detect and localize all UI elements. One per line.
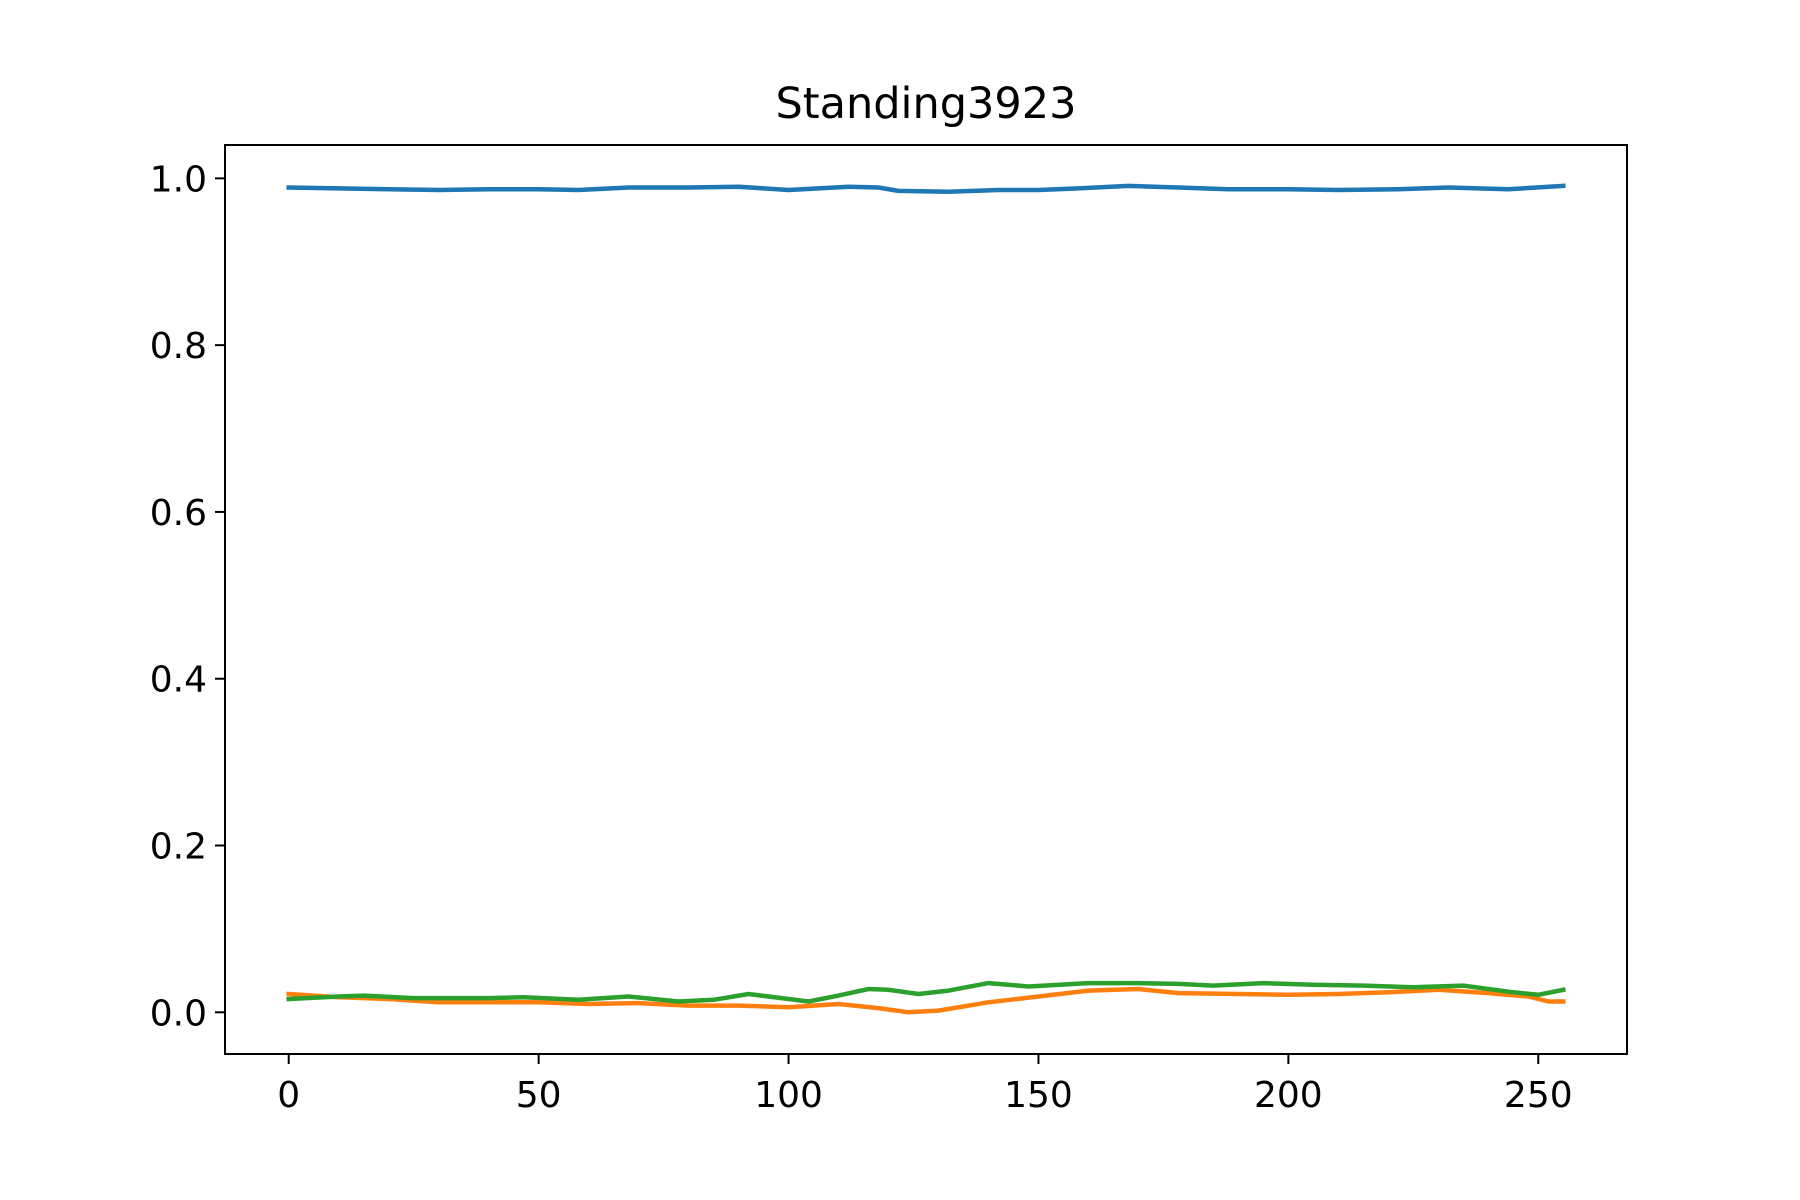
chart-title: Standing3923 [776, 79, 1077, 129]
x-tick-label: 50 [516, 1075, 562, 1116]
series-line-1 [286, 986, 1566, 1015]
x-tick-label: 200 [1254, 1075, 1323, 1116]
series-line-0 [286, 183, 1566, 194]
y-tick-label: 0.6 [150, 493, 207, 534]
plot-area-frame [224, 144, 1628, 1055]
x-tick-label: 150 [1004, 1075, 1073, 1116]
x-tick-label: 100 [754, 1075, 823, 1116]
y-tick-label: 1.0 [150, 159, 207, 200]
y-tick-label: 0.0 [150, 993, 207, 1034]
x-tick-label: 250 [1504, 1075, 1573, 1116]
series-line-2 [286, 980, 1566, 1004]
x-tick-label: 0 [277, 1075, 300, 1116]
y-tick-label: 0.8 [150, 326, 207, 367]
series-layer [286, 183, 1566, 1015]
ticks-layer: 0 50 100 150 200 250 0.0 0.2 0.4 0.6 0.8 1.0 [150, 159, 1573, 1116]
y-tick-label: 0.4 [150, 660, 207, 701]
y-tick-label: 0.2 [150, 827, 207, 868]
